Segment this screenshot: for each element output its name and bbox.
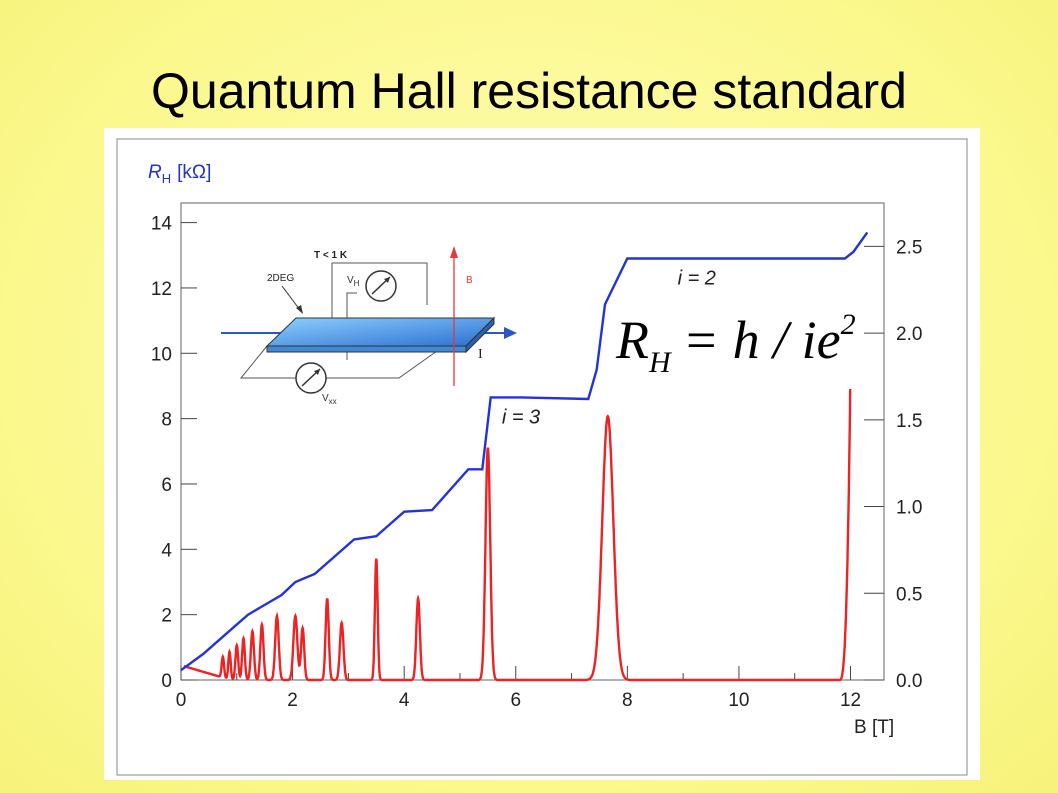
series-hall-resistance [180,231,869,672]
quantized-resistance-formula: RH = h / ie2 [615,308,856,379]
left-tick-label: 4 [161,540,172,561]
annotation-i-3: i = 3 [502,407,540,429]
left-axis-ticks: 0 2 4 6 8 10 12 14 [151,214,197,692]
right-tick-label: 2.5 [896,237,922,258]
x-tick-label: 10 [728,690,749,711]
x-axis-label: B [T] [854,717,894,738]
right-tick-label: 0.0 [896,671,922,692]
inset-current-label: I [478,347,483,362]
x-tick-label: 0 [176,690,187,711]
right-tick-label: 0.5 [896,584,922,605]
x-tick-label: 8 [622,690,633,711]
inset-vh-wire [331,262,428,341]
left-tick-label: 2 [161,606,172,627]
right-tick-label: 1.5 [896,411,922,432]
slide-title: Quantum Hall resistance standard [151,63,907,119]
left-tick-label: 8 [161,410,172,431]
left-tick-label: 0 [161,671,172,692]
x-tick-label: 2 [287,690,298,711]
x-tick-label: 6 [510,690,521,711]
left-axis-label: RH [kΩ] [148,162,211,186]
right-axis-ticks: 0.0 0.5 1.0 1.5 2.0 2.5 [864,237,922,692]
hall-measurement-inset: Vxx VH I B T < 1 K 2DEG [221,246,517,406]
inset-temperature-label: T < 1 K [314,250,348,261]
figure-frame [116,138,968,776]
annotation-i-2: i = 2 [678,268,716,290]
hall-resistance-chart: RH [kΩ] 0 2 4 6 8 10 12 14 0.0 0.5 1.0 1.5 2.0 2.5 0 2… [116,138,968,776]
inset-vh-label: VH [347,275,360,288]
inset-2deg-plate [265,317,496,347]
series-longitudinal-resistance [183,388,852,682]
left-tick-label: 10 [151,344,172,365]
figure-panel: RH [kΩ] 0 2 4 6 8 10 12 14 0.0 0.5 1.0 1.5 2.0 2.5 0 2… [104,128,980,780]
inset-field-label: B [466,275,473,286]
inset-sample-label: 2DEG [267,273,294,284]
right-tick-label: 2.0 [896,324,922,345]
right-tick-label: 1.0 [896,498,922,519]
left-tick-label: 6 [161,475,172,496]
left-tick-label: 14 [151,214,173,235]
x-tick-label: 4 [399,690,410,711]
x-tick-label: 12 [840,690,861,711]
x-axis-ticks: 0 2 4 6 8 10 12 [176,666,861,711]
inset-vxx-label: Vxx [322,393,337,406]
left-tick-label: 12 [151,279,172,300]
